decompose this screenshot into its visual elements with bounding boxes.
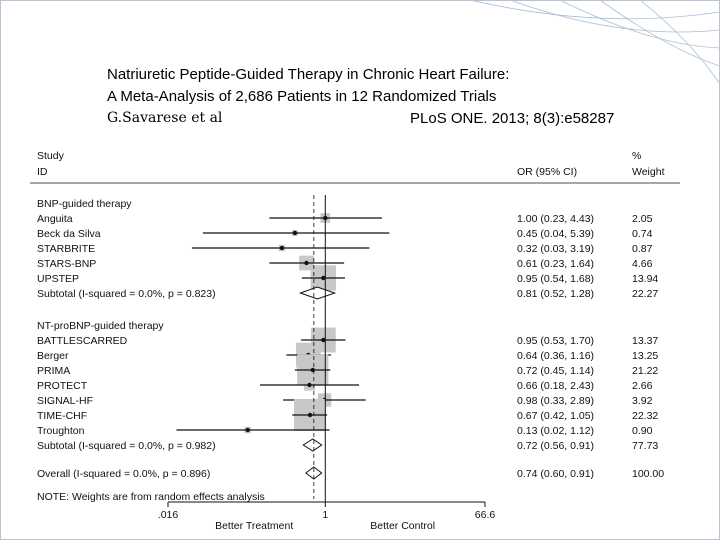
- study-weight: 4.66: [632, 258, 653, 270]
- study-label: Berger: [37, 350, 69, 362]
- citation: PLoS ONE. 2013; 8(3):e58287: [410, 110, 615, 127]
- forest-rows: BNP-guided therapy Anguita 1.00 (0.23, 4.4…: [37, 198, 664, 503]
- study-point-estimate: [292, 230, 298, 236]
- study-or-ci: 0.67 (0.42, 1.05): [517, 410, 594, 422]
- pooled-or-ci: 0.72 (0.56, 0.91): [517, 440, 594, 452]
- study-or-ci: 1.00 (0.23, 4.43): [517, 213, 594, 225]
- study-or-ci: 0.13 (0.02, 1.12): [517, 425, 594, 437]
- study-weight: 13.25: [632, 350, 658, 362]
- slide-title-line-2: A Meta-Analysis of 2,686 Patients in 12 …: [107, 88, 497, 105]
- study-weight: 0.90: [632, 425, 653, 437]
- study-label: STARS-BNP: [37, 258, 96, 270]
- authors: G.Savarese et al: [107, 110, 223, 126]
- study-label: UPSTEP: [37, 273, 79, 285]
- header-study: Study: [37, 150, 65, 162]
- study-label: Anguita: [37, 213, 73, 225]
- study-weight: 21.22: [632, 365, 658, 377]
- pooled-diamond: [302, 438, 323, 452]
- study-or-ci: 0.64 (0.36, 1.16): [517, 350, 594, 362]
- study-weight: 22.32: [632, 410, 658, 422]
- study-point-estimate: [307, 382, 312, 388]
- pooled-or-ci: 0.74 (0.60, 0.91): [517, 468, 594, 480]
- study-or-ci: 0.72 (0.45, 1.14): [517, 365, 594, 377]
- pooled-label: Overall (I-squared = 0.0%, p = 0.896): [37, 468, 210, 480]
- study-weight: 2.66: [632, 380, 653, 392]
- study-weight: 13.37: [632, 335, 658, 347]
- study-weight: 13.94: [632, 273, 658, 285]
- pooled-diamond: [305, 466, 323, 480]
- study-point-estimate: [304, 260, 309, 266]
- pooled-label: Subtotal (I-squared = 0.0%, p = 0.823): [37, 288, 216, 300]
- study-label: Troughton: [37, 425, 85, 437]
- study-weight: 0.74: [632, 228, 653, 240]
- x-tick-label: .016: [158, 509, 179, 521]
- study-weight: 3.92: [632, 395, 653, 407]
- pooled-diamond: [298, 286, 337, 300]
- study-label: SIGNAL-HF: [37, 395, 93, 407]
- study-label: Beck da Silva: [37, 228, 101, 240]
- header-or: OR (95% CI): [517, 166, 577, 178]
- study-label: BATTLESCARRED: [37, 335, 128, 347]
- x-axis: .016 1 66.6 Better Treatment Better Control: [158, 195, 496, 532]
- study-weight: 0.87: [632, 243, 653, 255]
- x-tick-label: 66.6: [475, 509, 496, 521]
- pooled-label: Subtotal (I-squared = 0.0%, p = 0.982): [37, 440, 216, 452]
- study-weight: 2.05: [632, 213, 653, 225]
- study-or-ci: 0.61 (0.23, 1.64): [517, 258, 594, 270]
- study-or-ci: 0.66 (0.18, 2.43): [517, 380, 594, 392]
- group-heading: BNP-guided therapy: [37, 198, 132, 210]
- header-id: ID: [37, 166, 48, 178]
- study-or-ci: 0.45 (0.04, 5.39): [517, 228, 594, 240]
- study-point-estimate: [245, 427, 250, 433]
- header-weight: Weight: [632, 166, 665, 178]
- header-percent: %: [632, 150, 641, 162]
- pooled-weight: 100.00: [632, 468, 664, 480]
- pooled-weight: 22.27: [632, 288, 658, 300]
- study-label: TIME-CHF: [37, 410, 87, 422]
- study-point-estimate: [321, 337, 326, 343]
- study-or-ci: 0.95 (0.54, 1.68): [517, 273, 594, 285]
- study-label: PROTECT: [37, 380, 88, 392]
- study-label: STARBRITE: [37, 243, 95, 255]
- x-right-label: Better Control: [370, 520, 435, 532]
- study-or-ci: 0.32 (0.03, 3.19): [517, 243, 594, 255]
- study-label: PRIMA: [37, 365, 70, 377]
- x-left-label: Better Treatment: [215, 520, 293, 532]
- group-heading: NT-proBNP-guided therapy: [37, 320, 164, 332]
- study-point-estimate: [307, 412, 313, 418]
- weights-note: NOTE: Weights are from random effects an…: [37, 491, 265, 503]
- x-tick-label: 1: [322, 509, 328, 521]
- study-or-ci: 0.98 (0.33, 2.89): [517, 395, 594, 407]
- slide-title-line-1: Natriuretic Peptide-Guided Therapy in Ch…: [107, 66, 510, 83]
- study-point-estimate: [321, 275, 326, 281]
- pooled-or-ci: 0.81 (0.52, 1.28): [517, 288, 594, 300]
- study-point-estimate: [279, 245, 285, 251]
- pooled-weight: 77.73: [632, 440, 658, 452]
- study-point-estimate: [310, 367, 315, 373]
- study-or-ci: 0.95 (0.53, 1.70): [517, 335, 594, 347]
